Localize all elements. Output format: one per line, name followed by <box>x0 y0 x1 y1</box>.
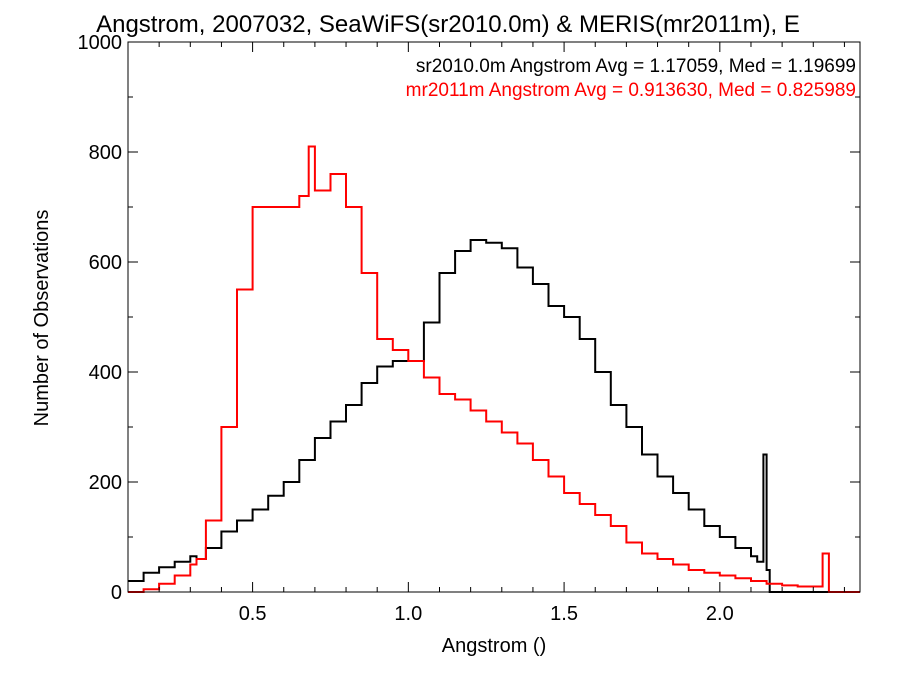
plot-area <box>128 145 860 593</box>
y-axis-label: Number of Observations <box>31 210 53 427</box>
histogram-series-2 <box>128 145 860 593</box>
x-axis-label: Angstrom () <box>442 635 546 657</box>
x-tick-label: 0.5 <box>239 603 267 625</box>
x-tick-label: 1.5 <box>550 603 578 625</box>
axes: 0.5 1.0 1.5 2.0 0 200 400 600 800 1000 <box>78 32 861 625</box>
black-series-stats-annotation: sr2010.0m Angstrom Avg = 1.17059, Med = … <box>416 56 856 77</box>
y-tick-label: 200 <box>89 472 122 494</box>
chart-title: Angstrom, 2007032, SeaWiFS(sr2010.0m) & … <box>96 11 800 38</box>
red-series-stats-annotation: mr2011m Angstrom Avg = 0.913630, Med = 0… <box>406 80 856 101</box>
x-tick-label: 2.0 <box>706 603 734 625</box>
y-tick-label: 1000 <box>78 32 123 54</box>
x-tick-label: 1.0 <box>394 603 422 625</box>
y-tick-label: 600 <box>89 252 122 274</box>
y-tick-label: 0 <box>111 582 122 604</box>
y-tick-label: 400 <box>89 362 122 384</box>
histogram-series-1 <box>128 239 860 593</box>
y-tick-label: 800 <box>89 142 122 164</box>
